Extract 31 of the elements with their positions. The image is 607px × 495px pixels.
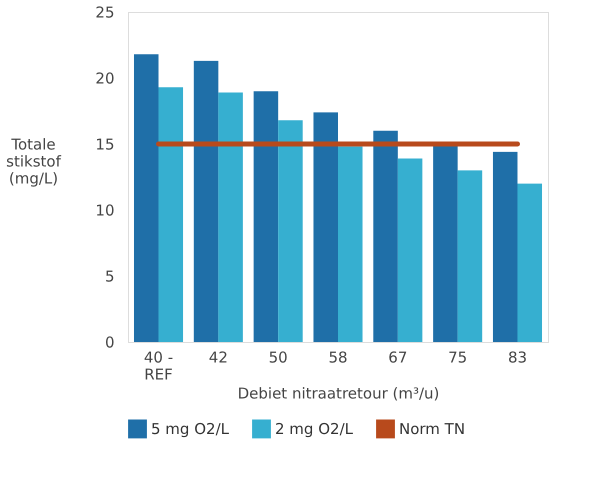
bar bbox=[194, 60, 218, 342]
legend-label: 5 mg O2/L bbox=[151, 420, 230, 438]
x-tick-label: 40 - REF bbox=[144, 348, 174, 384]
y-tick-label: 10 bbox=[95, 202, 114, 220]
bar bbox=[398, 158, 422, 342]
bar bbox=[218, 92, 243, 342]
bar bbox=[158, 87, 184, 342]
bar bbox=[254, 91, 278, 342]
x-tick-label: 58 bbox=[328, 348, 348, 366]
x-tick-label: 83 bbox=[508, 348, 528, 366]
y-tick-label: 20 bbox=[95, 70, 114, 88]
bar bbox=[492, 152, 518, 342]
x-axis-title: Debiet nitraatretour (m³/u) bbox=[238, 384, 440, 402]
y-tick-label: 0 bbox=[104, 334, 114, 352]
y-axis-title: Totale stikstof (mg/L) bbox=[6, 136, 62, 188]
bar bbox=[458, 170, 482, 342]
bar bbox=[517, 184, 542, 342]
x-tick-label: 42 bbox=[208, 348, 228, 366]
y-tick-label: 15 bbox=[95, 136, 114, 154]
x-tick-label: 75 bbox=[448, 348, 468, 366]
x-tick-label: 50 bbox=[268, 348, 288, 366]
bar bbox=[313, 112, 338, 342]
bar bbox=[134, 54, 159, 342]
legend-label: 2 mg O2/L bbox=[275, 420, 354, 438]
x-tick-label: 67 bbox=[388, 348, 408, 366]
y-tick-label: 5 bbox=[104, 268, 114, 286]
bar bbox=[338, 146, 363, 342]
y-tick-label: 25 bbox=[95, 4, 114, 22]
legend-label: Norm TN bbox=[399, 420, 466, 438]
bar bbox=[278, 120, 303, 342]
bar bbox=[373, 130, 398, 342]
